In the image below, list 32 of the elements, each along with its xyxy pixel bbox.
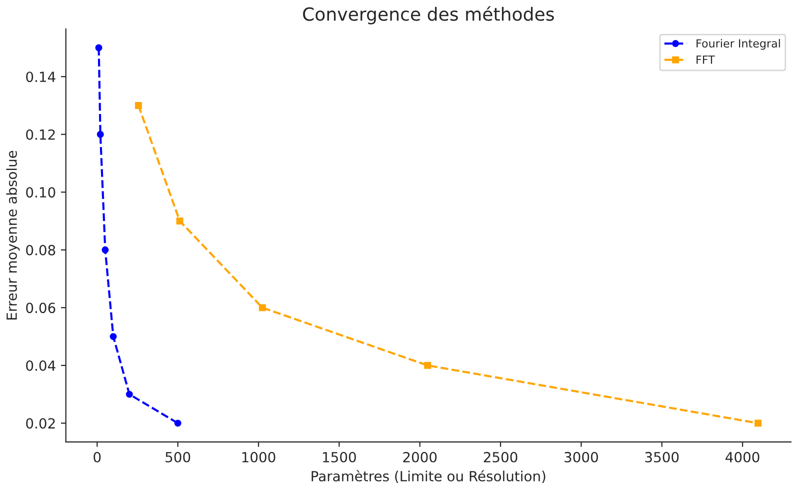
y-tick-label: 0.08 [26, 244, 56, 256]
point [110, 333, 117, 340]
y-axis-title: Erreur moyenne absolue [6, 150, 20, 320]
y-tick-label: 0.12 [26, 129, 55, 140]
legend-label: Fourier Integral [696, 38, 780, 50]
point [258, 304, 266, 312]
x-tick-label: 1000 [242, 452, 276, 462]
chart-title: Convergence des méthodes [303, 6, 554, 24]
point [96, 130, 104, 138]
y-tick-label: 0.04 [26, 360, 56, 371]
y-tick-label: 0.14 [26, 72, 56, 82]
point [102, 246, 109, 254]
x-tick-label: 500 [166, 452, 190, 462]
x-tick-label: 4000 [726, 452, 760, 462]
point [95, 44, 102, 52]
point [176, 218, 184, 224]
x-tick-label: 2500 [484, 452, 518, 462]
x-tick-label: 1500 [323, 452, 356, 462]
legend-label: FFT [696, 56, 715, 64]
y-tick-label: 0.02 [26, 418, 55, 429]
x-tick-label: 2000 [403, 452, 437, 462]
x-tick-label: 3500 [645, 452, 679, 462]
point [424, 362, 432, 369]
point [174, 420, 182, 427]
point [126, 390, 133, 398]
x-axis-title: Paramètres (Limite ou Résolution) [312, 470, 546, 483]
point [754, 420, 762, 427]
x-tick-label: 0 [94, 452, 101, 462]
y-tick-label: 0.06 [26, 302, 56, 314]
x-tick-label: 3000 [564, 452, 598, 462]
point [134, 102, 142, 109]
y-tick-label: 0.10 [26, 187, 56, 198]
